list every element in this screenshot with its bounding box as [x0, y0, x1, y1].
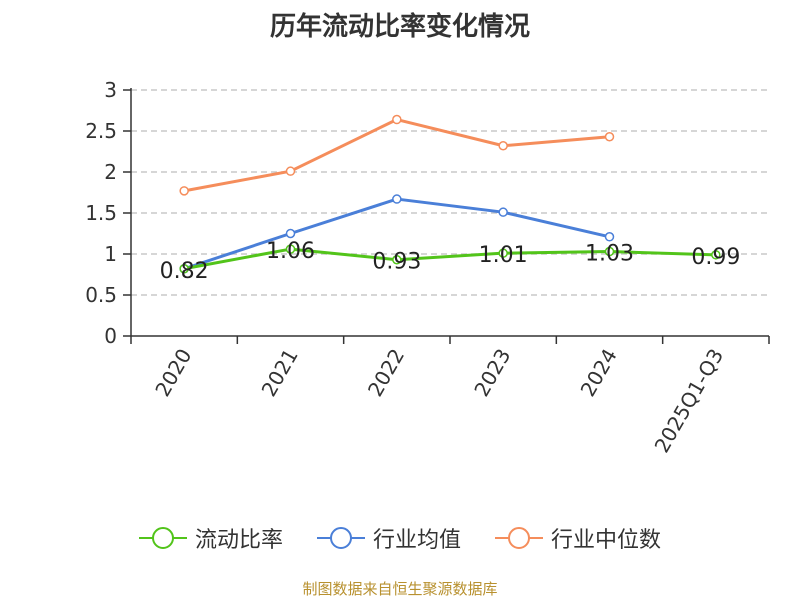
- x-tick-label: 2021: [257, 345, 303, 401]
- data-point: [392, 114, 402, 125]
- legend-swatch-industry-median: [495, 527, 543, 549]
- y-tick-label: 0.5: [85, 283, 117, 307]
- data-label: 0.99: [691, 245, 740, 270]
- chart-title: 历年流动比率变化情况: [269, 12, 530, 42]
- series-line: [183, 247, 716, 271]
- data-point: [285, 228, 296, 239]
- source-note: 制图数据来自恒生聚源数据库: [302, 580, 498, 598]
- series-line: [183, 118, 610, 193]
- data-label: 1.03: [585, 242, 634, 267]
- data-point: [604, 131, 615, 142]
- data-point: [498, 248, 508, 258]
- y-tick-label: 2: [104, 160, 117, 184]
- legend-label: 行业均值: [372, 528, 461, 553]
- data-point: [604, 246, 615, 257]
- legend-item-industry-median[interactable]: 行业中位数: [495, 522, 661, 554]
- data-point: [392, 254, 402, 265]
- data-point: [498, 207, 508, 217]
- x-tick-label: 2022: [363, 345, 409, 401]
- y-tick-label: 0: [104, 324, 117, 348]
- y-tick-label: 3: [104, 78, 117, 102]
- legend-item-current-ratio[interactable]: 流动比率: [138, 522, 283, 554]
- data-point: [392, 194, 402, 204]
- x-tick-label: 2023: [469, 344, 515, 400]
- y-tick-label: 1.5: [85, 201, 117, 225]
- legend-swatch-current-ratio: [138, 527, 187, 549]
- y-tick-label: 2.5: [85, 119, 117, 143]
- x-tick-label: 2020: [150, 345, 196, 401]
- data-point: [179, 264, 189, 274]
- data-label: 0.82: [160, 259, 209, 284]
- data-label: 0.93: [372, 250, 421, 275]
- legend-label: 行业中位数: [551, 528, 662, 553]
- chart-legend: 流动比率 行业均值 行业中位数: [0, 522, 800, 554]
- data-label: 1.01: [479, 243, 528, 268]
- legend-item-industry-mean[interactable]: 行业均值: [316, 522, 461, 554]
- data-point: [179, 186, 189, 196]
- data-label: 1.06: [266, 239, 315, 264]
- x-tick-label: 2024: [576, 345, 622, 401]
- data-point: [285, 244, 296, 254]
- x-tick-label: 2025Q1-Q3: [649, 345, 728, 457]
- legend-swatch-industry-mean: [316, 527, 365, 549]
- data-point: [711, 250, 721, 260]
- y-tick-label: 1: [104, 242, 117, 266]
- data-point: [604, 232, 615, 242]
- data-point: [498, 141, 508, 151]
- legend-label: 流动比率: [194, 528, 283, 553]
- data-point: [285, 166, 296, 176]
